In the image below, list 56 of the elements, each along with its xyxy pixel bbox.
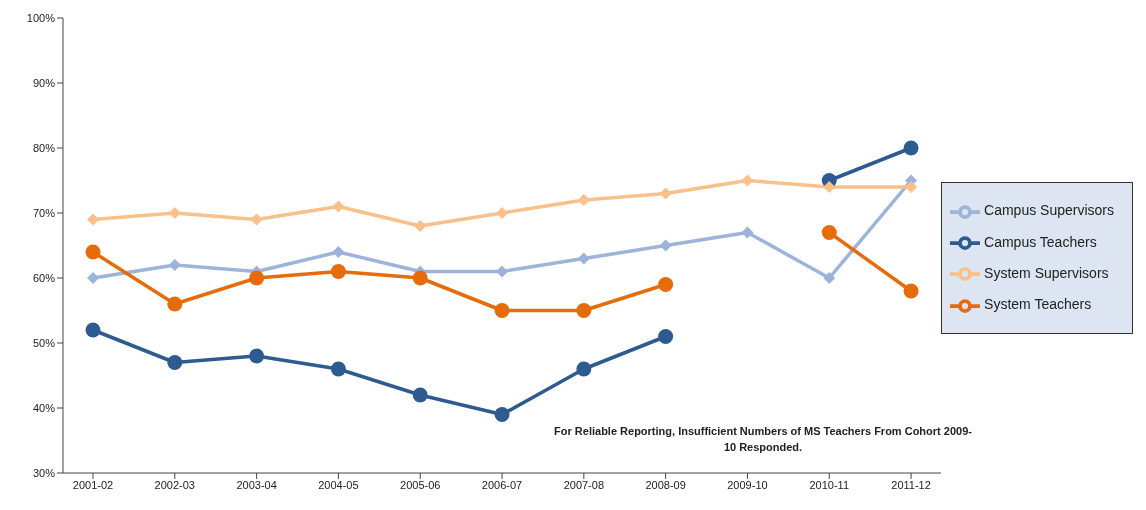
point <box>741 226 754 239</box>
point <box>658 277 674 292</box>
point <box>249 348 265 364</box>
y-tick-label: 30% <box>32 466 56 479</box>
y-tick-label: 70% <box>32 206 56 219</box>
y-tick-label: 90% <box>32 76 56 89</box>
x-tick-label: 2004-05 <box>318 478 359 491</box>
y-tick-label: 100% <box>26 11 56 24</box>
x-tick-label: 2010-11 <box>809 478 850 491</box>
y-tick-label: 60% <box>32 271 56 284</box>
x-tick-label: 2008-09 <box>645 478 686 491</box>
x-tick-label: 2009-10 <box>727 478 768 491</box>
legend-label: Campus Supervisors <box>984 202 1114 219</box>
point <box>412 270 428 286</box>
point <box>658 329 674 344</box>
x-tick-label: 2011-12 <box>891 478 931 491</box>
x-tick-label: 2007-08 <box>563 478 605 491</box>
point <box>496 265 509 278</box>
point <box>412 387 428 403</box>
legend-label: System Teachers <box>984 296 1092 313</box>
point <box>85 244 101 260</box>
point <box>85 322 101 338</box>
point <box>87 272 99 284</box>
point <box>494 303 510 318</box>
x-tick-label: 2006-07 <box>481 478 523 491</box>
point <box>332 246 345 258</box>
x-tick-label: 2003-04 <box>236 478 277 491</box>
point <box>903 140 919 156</box>
point <box>576 361 592 377</box>
point <box>577 252 590 265</box>
point <box>167 296 183 312</box>
point <box>330 264 346 279</box>
legend-label: Campus Teachers <box>984 233 1097 250</box>
y-tick-label: 80% <box>32 141 56 154</box>
point <box>741 174 754 187</box>
point <box>659 239 672 252</box>
point <box>905 181 918 193</box>
point <box>249 270 265 286</box>
point <box>330 361 346 377</box>
point <box>496 207 509 219</box>
point <box>821 225 837 240</box>
y-tick-label: 50% <box>32 336 56 349</box>
x-tick-label: 2005-06 <box>400 478 441 491</box>
annotation: For Reliable Reporting, Insufficient Numbers of MS Teachers From Cohort 2009-10 Responded. <box>553 424 973 455</box>
legend-label: System Supervisors <box>984 265 1109 281</box>
point <box>494 407 510 422</box>
point <box>87 213 99 226</box>
x-tick-label: 2002-03 <box>154 478 195 491</box>
point <box>903 283 919 299</box>
point <box>659 187 672 200</box>
point <box>576 303 592 318</box>
x-tick-label: 2001-02 <box>72 478 114 491</box>
point <box>823 272 836 284</box>
point <box>332 200 345 213</box>
y-tick-label: 40% <box>32 401 56 414</box>
point <box>167 355 183 370</box>
